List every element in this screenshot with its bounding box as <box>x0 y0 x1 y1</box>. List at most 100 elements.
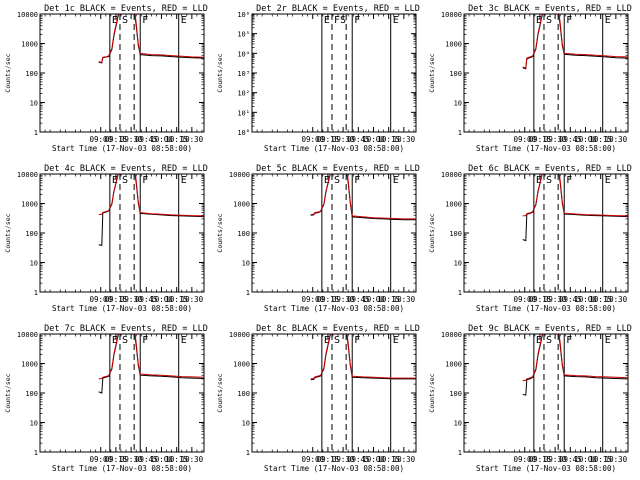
marker-label: E <box>536 15 542 26</box>
x-tick-label: 09:00 <box>89 295 112 304</box>
series-group <box>98 174 204 247</box>
y-tick-label: 1 <box>458 289 462 297</box>
y-tick-label: 1000 <box>21 361 38 369</box>
x-tick-label: 09:00 <box>89 455 112 464</box>
x-tick-label: 09:30 <box>120 295 143 304</box>
y-axis-label: Counts/sec <box>4 213 12 252</box>
x-tick-label: 09:00 <box>513 295 536 304</box>
y-tick-label: 10 <box>242 420 250 428</box>
marker-label: E <box>605 335 611 346</box>
y-tick-label: 100 <box>237 230 250 238</box>
series-group <box>98 334 204 394</box>
y-tick-label: 10² <box>237 90 250 98</box>
x-tick-label: 10:15 <box>165 295 188 304</box>
marker-label: S <box>122 175 128 186</box>
marker-label: S <box>334 175 340 186</box>
y-tick-label: 1000 <box>233 201 250 209</box>
x-axis-label: Start Time (17-Nov-03 08:58:00) <box>264 464 404 473</box>
panel-det-5: 1 10 100 1000 10000 09:0009:1509:3009:4510:00… <box>216 164 420 313</box>
series-line-lld <box>522 14 628 69</box>
y-tick-label: 10 <box>454 100 462 108</box>
x-tick-label: 09:30 <box>332 455 355 464</box>
y-tick-label: 10000 <box>17 331 38 339</box>
plot-frame <box>39 333 205 453</box>
marker-label: E <box>393 335 399 346</box>
series-line-events <box>522 334 628 396</box>
y-tick-label: 10000 <box>17 11 38 19</box>
y-tick-label: 100 <box>449 390 462 398</box>
y-tick-label: 100 <box>237 390 250 398</box>
x-tick-label: 09:45 <box>347 455 370 464</box>
marker-label: S <box>546 15 552 26</box>
y-axis-label: Counts/sec <box>428 213 436 252</box>
y-tick-label: 1 <box>34 129 38 137</box>
marker-label: S <box>546 335 552 346</box>
series-line-lld <box>522 174 628 217</box>
panel-det-9: 1 10 100 1000 10000 09:0009:1509:3009:4510:00… <box>428 324 632 473</box>
x-tick-label: 10:15 <box>165 455 188 464</box>
y-tick-label: 10 <box>30 260 38 268</box>
y-tick-label: 10 <box>454 260 462 268</box>
x-tick-label: 10:15 <box>589 455 612 464</box>
x-tick-label: 10:00 <box>574 135 597 144</box>
x-tick-label: 09:45 <box>347 135 370 144</box>
series-line-events <box>522 14 628 70</box>
x-axis-label: Start Time (17-Nov-03 08:58:00) <box>52 304 192 313</box>
y-tick-label: 10 <box>30 100 38 108</box>
x-tick-label: 09:30 <box>120 455 143 464</box>
panel-title: Det 9c BLACK = Events, RED = LLD <box>468 324 632 334</box>
y-tick-label: 100 <box>449 230 462 238</box>
x-tick-label: 10:00 <box>574 455 597 464</box>
x-tick-label: 09:45 <box>559 135 582 144</box>
marker-label: E <box>324 175 330 186</box>
x-axis-label: Start Time (17-Nov-03 08:58:00) <box>52 464 192 473</box>
marker-label: S <box>546 175 552 186</box>
y-tick-label: 10⁶ <box>237 11 250 19</box>
marker-label: E <box>605 15 611 26</box>
plot-frame <box>39 13 205 133</box>
x-tick-label: 09:45 <box>135 455 158 464</box>
x-tick-label: 10:15 <box>377 455 400 464</box>
y-axis-label: Counts/sec <box>216 213 224 252</box>
y-tick-label: 10000 <box>229 171 250 179</box>
panel-det-3: 1 10 100 1000 10000 09:0009:1509:3009:4510:00… <box>428 4 632 153</box>
x-tick-label: 09:15 <box>529 135 552 144</box>
x-tick-label: 10:30 <box>393 455 416 464</box>
y-tick-label: 1000 <box>233 361 250 369</box>
marker-label: E <box>112 335 118 346</box>
series-line-lld <box>98 174 204 217</box>
series-line-lld <box>98 334 204 380</box>
marker-label: E <box>324 335 330 346</box>
marker-label: E <box>112 15 118 26</box>
series-line-events <box>98 334 204 394</box>
y-tick-label: 1 <box>34 449 38 457</box>
y-tick-label: 10000 <box>229 331 250 339</box>
series-group <box>522 14 628 70</box>
y-tick-label: 1 <box>34 289 38 297</box>
marker-label: F <box>142 335 148 346</box>
marker-label: E <box>181 175 187 186</box>
x-tick-label: 10:30 <box>181 455 204 464</box>
y-tick-label: 10000 <box>441 171 462 179</box>
x-tick-label: 10:15 <box>377 135 400 144</box>
x-tick-label: 09:00 <box>513 135 536 144</box>
y-tick-label: 10° <box>237 129 250 137</box>
x-tick-label: 09:00 <box>301 295 324 304</box>
y-tick-label: 1000 <box>21 41 38 49</box>
marker-label: E <box>536 335 542 346</box>
y-tick-label: 1 <box>246 449 250 457</box>
x-tick-label: 10:00 <box>362 135 385 144</box>
x-tick-label: 09:45 <box>559 295 582 304</box>
marker-label: F <box>354 15 360 26</box>
marker-label: F <box>354 335 360 346</box>
y-tick-label: 1000 <box>445 201 462 209</box>
x-tick-label: 09:15 <box>529 295 552 304</box>
plot-frame <box>463 13 629 133</box>
series-line-lld <box>98 14 204 63</box>
y-tick-label: 10⁴ <box>237 50 250 58</box>
y-axis-label: Counts/sec <box>216 53 224 92</box>
plot-frame <box>251 173 417 293</box>
marker-label: FS <box>334 15 346 26</box>
y-tick-label: 10 <box>242 260 250 268</box>
